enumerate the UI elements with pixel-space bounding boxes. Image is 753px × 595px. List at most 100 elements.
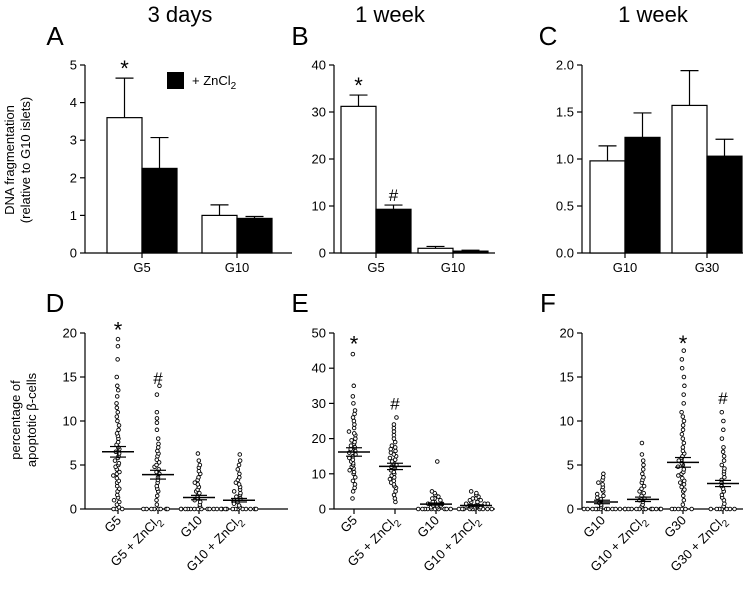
data-point — [236, 503, 242, 508]
data-point — [391, 422, 397, 427]
data-point — [658, 506, 664, 512]
x-category-label: G10 — [580, 513, 608, 541]
data-point — [722, 466, 727, 471]
x-category-label-text: G5 — [101, 513, 124, 536]
data-point — [149, 506, 154, 512]
data-point — [456, 506, 462, 512]
data-point — [352, 482, 358, 487]
bar-zncl2 — [706, 155, 743, 254]
data-point — [154, 497, 159, 503]
data-point — [141, 506, 146, 512]
data-point — [111, 473, 116, 478]
data-point — [485, 506, 490, 512]
data-point — [236, 462, 242, 468]
data-point — [236, 482, 242, 487]
bar-control — [589, 160, 626, 254]
data-point — [218, 506, 224, 512]
data-point — [639, 452, 645, 457]
significance-hash: # — [389, 186, 399, 205]
data-point — [689, 506, 694, 512]
bar-control — [106, 117, 143, 254]
data-point — [235, 467, 241, 472]
y-tick-label: 0.0 — [556, 246, 574, 261]
data-point — [392, 457, 398, 462]
data-point — [349, 438, 354, 443]
data-point — [115, 357, 120, 362]
data-point — [680, 448, 686, 454]
panel-letter: E — [291, 288, 308, 318]
y-axis-title-line: (relative to G10 islets) — [18, 97, 33, 223]
data-point — [641, 475, 646, 480]
data-point — [196, 468, 202, 474]
panel-title: 3 days — [148, 2, 213, 27]
data-point — [237, 458, 243, 463]
y-tick-label: 3 — [70, 133, 77, 148]
data-point — [601, 493, 606, 499]
data-point — [393, 445, 398, 450]
data-point — [680, 502, 686, 507]
data-point — [114, 394, 120, 399]
y-tick-label: 20 — [312, 431, 326, 446]
data-point — [157, 383, 162, 389]
data-point — [600, 475, 606, 480]
data-point — [353, 475, 358, 480]
data-point — [237, 471, 242, 477]
legend-label-subscript: 2 — [231, 81, 237, 92]
data-point — [391, 429, 397, 434]
data-point — [196, 475, 201, 480]
bar-zncl2 — [141, 167, 178, 254]
x-category-label-text: G10 — [580, 513, 608, 541]
significance-asterisk: * — [679, 331, 688, 356]
data-point — [165, 506, 170, 512]
data-point — [468, 489, 474, 494]
data-point — [719, 409, 725, 415]
data-point — [708, 506, 714, 512]
data-point — [352, 485, 357, 491]
data-point — [230, 506, 236, 512]
x-category-label: G30 — [695, 260, 720, 275]
y-tick-label: 5 — [70, 458, 77, 473]
data-point — [178, 506, 184, 512]
data-point — [112, 458, 118, 463]
data-point — [155, 448, 160, 454]
y-tick-label: 1 — [70, 208, 77, 223]
y-axis-title: DNA fragmentation(relative to G10 islets… — [2, 97, 33, 223]
data-point — [352, 411, 357, 417]
data-point — [681, 497, 687, 503]
data-point — [156, 445, 161, 450]
x-category-label: G5 — [133, 260, 150, 275]
data-point — [415, 506, 421, 512]
data-point — [154, 493, 160, 499]
y-tick-label: 20 — [560, 326, 574, 341]
data-point — [387, 455, 393, 461]
data-point — [641, 490, 646, 496]
y-tick-label: 2.0 — [556, 58, 574, 73]
data-point — [679, 409, 684, 415]
y-tick-label: 1.5 — [556, 105, 574, 120]
panel-letter: D — [46, 288, 65, 318]
data-point — [154, 427, 160, 433]
data-point — [115, 418, 120, 424]
data-point — [115, 439, 121, 445]
data-point — [681, 493, 686, 499]
data-point — [154, 457, 160, 462]
data-point — [681, 401, 686, 406]
data-point — [680, 436, 686, 441]
data-point — [639, 440, 645, 446]
data-point — [214, 506, 220, 512]
data-point — [350, 489, 356, 494]
data-point — [387, 476, 393, 482]
data-point — [115, 343, 121, 349]
significance-hash: # — [153, 369, 163, 388]
data-point — [392, 439, 398, 445]
data-point — [470, 496, 476, 501]
data-point — [682, 487, 687, 492]
data-point — [429, 489, 435, 494]
panel-title: 1 week — [618, 2, 689, 27]
data-point — [231, 489, 237, 494]
data-point — [114, 502, 120, 507]
data-point — [634, 506, 639, 512]
x-category-label: G10 — [613, 260, 638, 275]
y-tick-label: 0.5 — [556, 199, 574, 214]
